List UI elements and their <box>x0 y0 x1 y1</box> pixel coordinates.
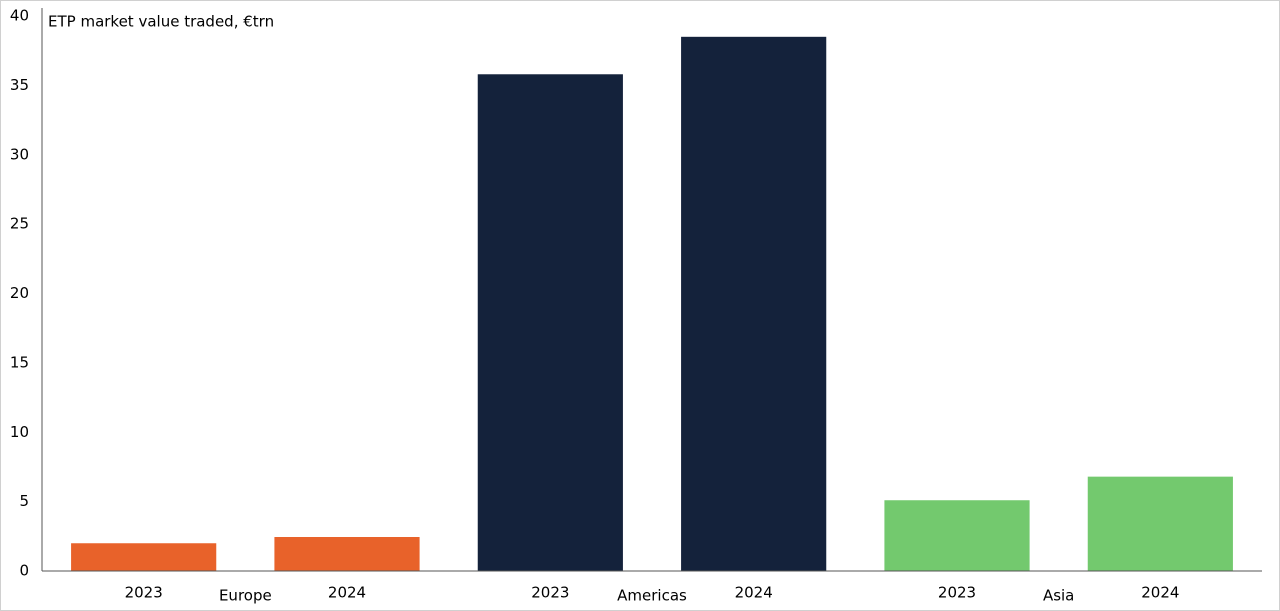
y-tick-label: 10 <box>10 423 29 441</box>
x-tick-label: 2023 <box>531 584 569 602</box>
x-tick-label: 2024 <box>735 584 773 602</box>
bar <box>1087 476 1233 571</box>
y-tick-label: 15 <box>10 353 29 371</box>
x-tick-label: 2024 <box>328 584 366 602</box>
bar <box>681 36 827 571</box>
chart-title: ETP market value traded, €trn <box>48 13 274 31</box>
x-tick-label: 2023 <box>938 584 976 602</box>
bar <box>71 543 217 571</box>
group-label: Asia <box>1043 587 1074 605</box>
bar <box>477 74 623 572</box>
y-tick-label: 30 <box>10 145 29 163</box>
y-tick-label: 0 <box>19 562 29 580</box>
group-label: Europe <box>219 587 272 605</box>
bar <box>884 500 1030 571</box>
group-label: Americas <box>617 587 687 605</box>
y-tick-label: 20 <box>10 284 29 302</box>
bar <box>274 537 420 571</box>
y-tick-label: 5 <box>19 492 29 510</box>
y-tick-label: 25 <box>10 215 29 233</box>
y-tick-label: 35 <box>10 76 29 94</box>
x-tick-label: 2024 <box>1141 584 1179 602</box>
y-tick-label: 40 <box>10 7 29 25</box>
x-tick-label: 2023 <box>125 584 163 602</box>
